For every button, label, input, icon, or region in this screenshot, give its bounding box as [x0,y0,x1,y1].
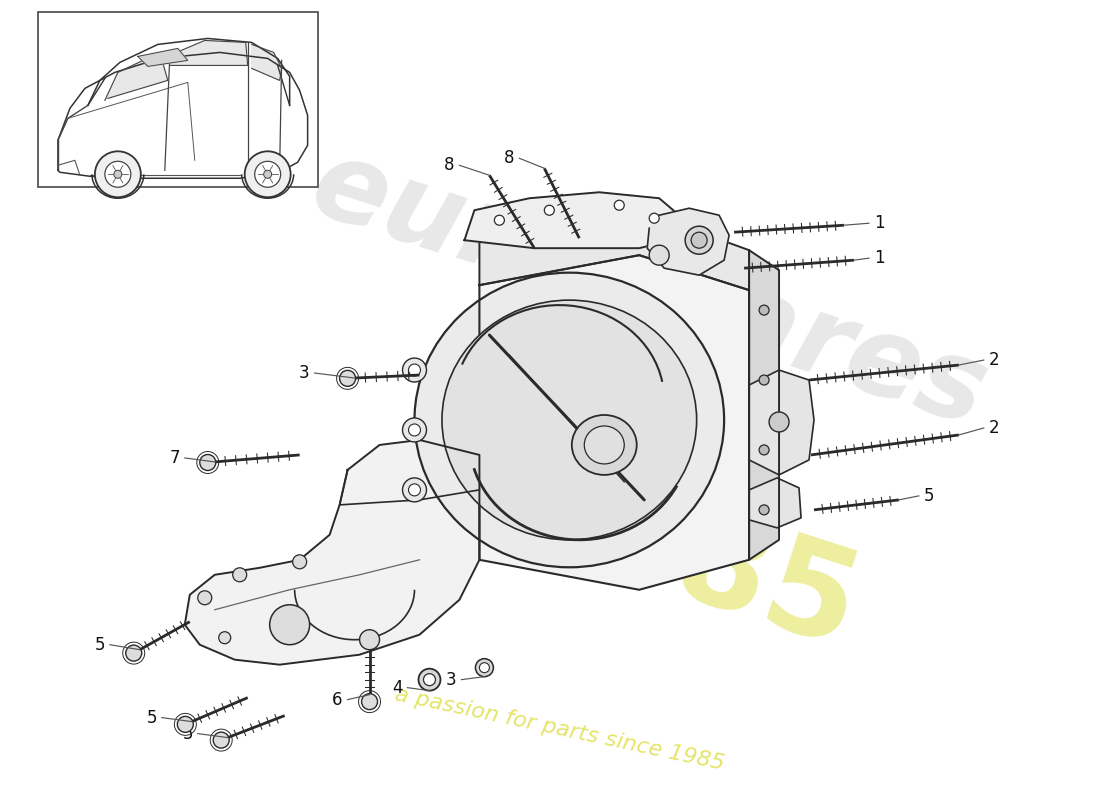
Circle shape [219,632,231,644]
Circle shape [418,669,440,690]
Circle shape [685,226,713,254]
Text: 5: 5 [95,636,104,654]
Text: 8: 8 [504,150,515,167]
Polygon shape [169,41,248,66]
Circle shape [270,605,309,645]
Polygon shape [138,49,188,66]
Circle shape [759,305,769,315]
Text: 5: 5 [924,487,934,505]
Bar [39,13,318,187]
Text: 7: 7 [169,449,179,467]
Text: 5: 5 [146,709,157,726]
Circle shape [494,215,505,226]
Circle shape [233,568,246,582]
Ellipse shape [584,426,624,464]
Text: a passion for parts since 1985: a passion for parts since 1985 [393,685,726,774]
Circle shape [213,732,229,748]
Ellipse shape [415,273,724,567]
Circle shape [544,206,554,215]
Polygon shape [749,370,814,475]
Circle shape [114,170,122,178]
Circle shape [360,630,379,650]
Circle shape [759,375,769,385]
Ellipse shape [442,300,696,540]
Text: 6: 6 [332,690,342,709]
Text: eurospares: eurospares [298,130,1000,450]
Polygon shape [185,440,480,665]
Circle shape [408,364,420,376]
Text: 3: 3 [299,364,309,382]
Text: 2: 2 [989,419,1000,437]
Circle shape [403,418,427,442]
Circle shape [340,370,355,386]
Polygon shape [749,250,779,560]
Circle shape [177,716,194,732]
Text: 1: 1 [873,249,884,267]
Polygon shape [104,53,168,100]
Circle shape [408,424,420,436]
Circle shape [649,245,669,265]
Circle shape [198,590,211,605]
Circle shape [480,662,490,673]
Circle shape [244,151,290,198]
Circle shape [759,505,769,515]
Text: 4: 4 [392,678,403,697]
Polygon shape [464,192,679,248]
Circle shape [691,232,707,248]
Circle shape [104,162,131,187]
Circle shape [769,412,789,432]
Text: 1: 1 [873,214,884,232]
Polygon shape [480,210,749,290]
Ellipse shape [572,415,637,475]
Polygon shape [252,45,282,80]
Polygon shape [647,208,729,275]
Circle shape [362,694,377,710]
Circle shape [95,151,141,198]
Circle shape [403,478,427,502]
Circle shape [408,484,420,496]
Circle shape [264,170,272,178]
Circle shape [475,658,494,677]
Circle shape [424,674,436,686]
Circle shape [759,445,769,455]
Circle shape [649,214,659,223]
Circle shape [614,200,624,210]
Text: 5: 5 [183,725,192,742]
Circle shape [125,645,142,661]
Polygon shape [480,255,749,590]
Circle shape [200,454,216,470]
Polygon shape [749,478,801,528]
Text: 1985: 1985 [485,442,873,677]
Circle shape [255,162,280,187]
Circle shape [403,358,427,382]
Text: 3: 3 [446,670,456,689]
Text: 2: 2 [989,351,1000,369]
Text: 8: 8 [444,156,454,174]
Circle shape [293,555,307,569]
